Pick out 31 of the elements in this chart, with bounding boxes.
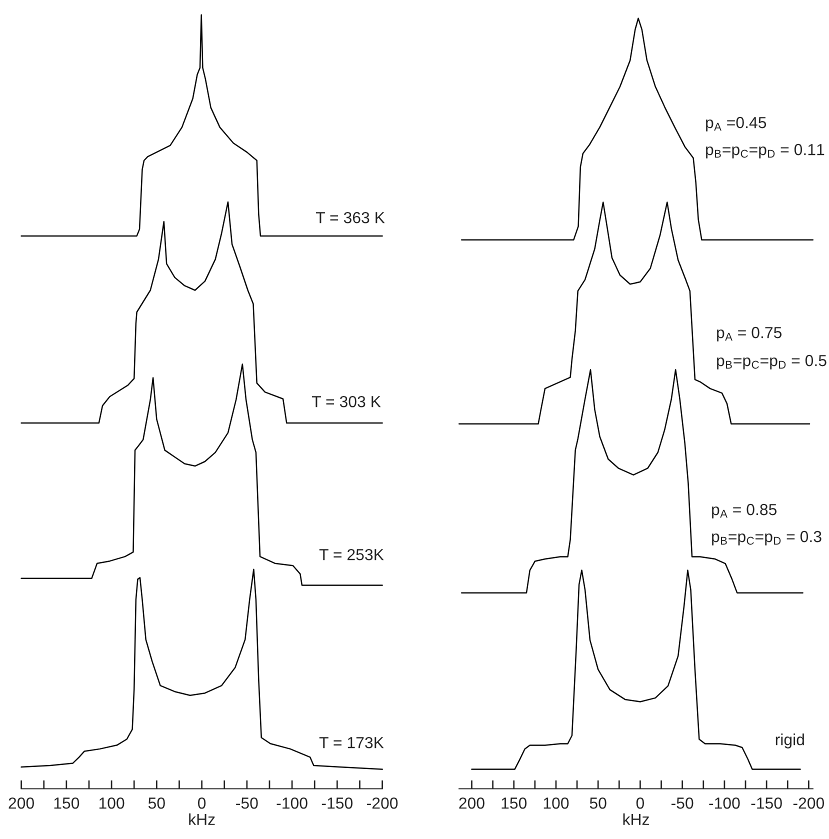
x-tick-label: 0 — [198, 798, 206, 809]
annotation: p$_{B}$=p$_{C}$=p$_{D}$ = 0.11 — [706, 144, 824, 158]
annotation: T = 303 K — [312, 396, 381, 408]
x-tick-label: -150 — [751, 798, 782, 809]
x-tick-label: -150 — [322, 798, 353, 809]
x-tick-label: 50 — [590, 798, 606, 809]
x-tick-label: 150 — [54, 798, 80, 809]
x-tick-label: 100 — [99, 798, 124, 809]
annotation: p$_{A}$ = 0.75 — [717, 326, 782, 342]
annotation: rigid — [776, 734, 804, 748]
x-tick-label: 100 — [544, 798, 569, 809]
x-tick-label: -200 — [367, 798, 398, 809]
x-axis-title: kHz — [623, 813, 649, 825]
annotation: p$_{A}$ = 0.85 — [712, 504, 777, 518]
annotation: T = 253K — [319, 548, 384, 560]
annotation: p$_{A}$ =0.45 — [706, 116, 766, 132]
annotation: T = 173K — [319, 736, 384, 748]
x-tick-label: -100 — [709, 798, 740, 809]
x-tick-label: -50 — [236, 798, 258, 809]
x-axis-title: kHz — [189, 813, 215, 825]
x-tick-label: 50 — [148, 798, 165, 809]
x-tick-label: -100 — [276, 798, 308, 809]
annotation: p$_{B}$=p$_{C}$=p$_{D}$ = 0.5 — [717, 354, 826, 370]
x-tick-label: 200 — [459, 798, 484, 809]
x-tick-label: -50 — [672, 798, 694, 809]
annotation: T = 363 K — [316, 212, 385, 224]
annotation: p$_{B}$=p$_{C}$=p$_{D}$ = 0.3 — [712, 530, 822, 546]
x-tick-label: 200 — [8, 798, 34, 809]
x-tick-label: 0 — [636, 798, 644, 809]
x-tick-label: 150 — [502, 798, 527, 809]
x-tick-label: -200 — [793, 798, 824, 809]
